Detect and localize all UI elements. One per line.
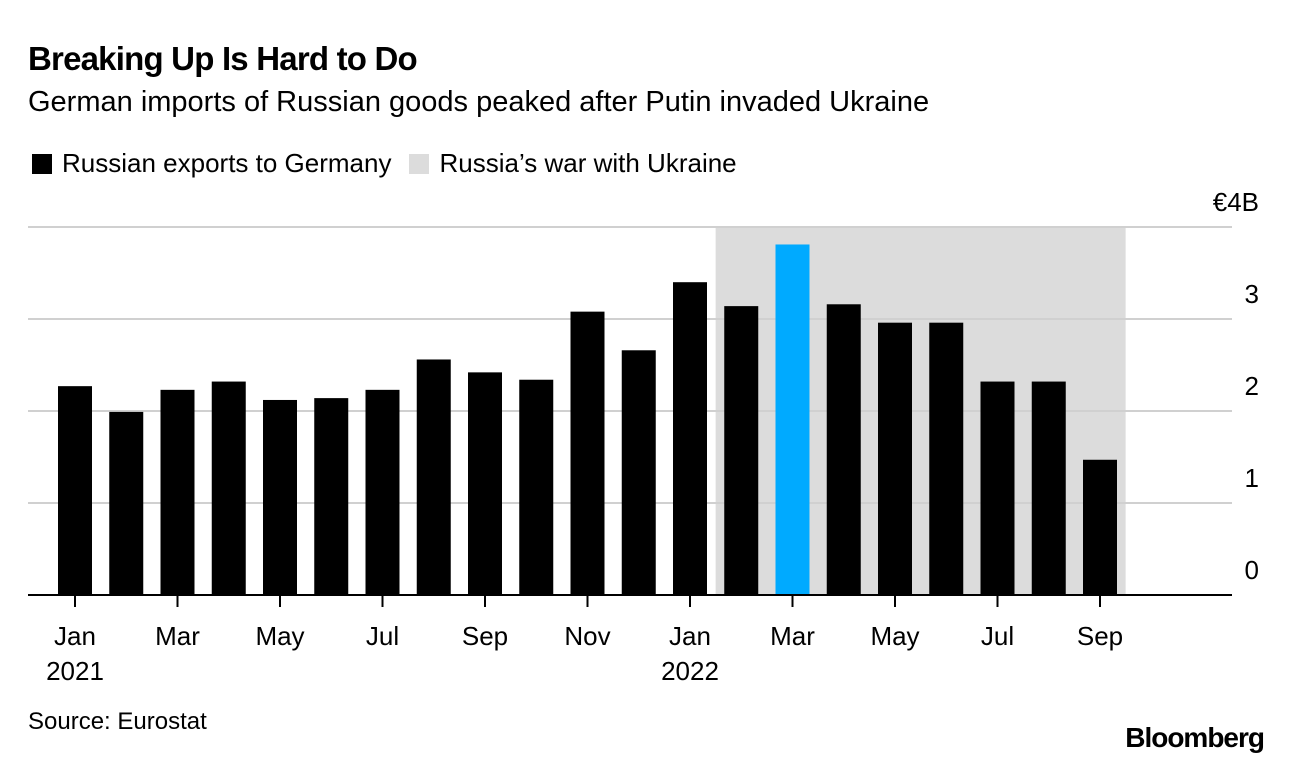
x-tick-label-10: Nov [564, 621, 610, 651]
source-note: Source: Eurostat [28, 708, 207, 735]
y-tick-label-1: 1 [1245, 463, 1259, 493]
legend-label-series: Russian exports to Germany [62, 148, 392, 178]
bar-may-2022 [878, 322, 912, 595]
bar-feb-2021 [109, 411, 144, 595]
x-tick-label-0: Jan [54, 621, 96, 651]
x-tick-label-16: May [870, 621, 919, 651]
x-tick-year-2022: 2022 [661, 656, 719, 686]
bar-aug-2022 [1031, 381, 1066, 595]
chart-title: Breaking Up Is Hard to Do [28, 40, 418, 77]
bar-jan-2021 [58, 386, 92, 595]
legend-swatch-series [32, 153, 52, 174]
legend-item-series: Russian exports to Germany [32, 148, 391, 179]
bar-jun-2022 [929, 322, 964, 595]
bar-sep-2022 [1083, 459, 1117, 595]
bar-jun-2021 [314, 398, 349, 595]
bar-nov-2021 [570, 311, 605, 595]
y-tick-label-0: 0 [1245, 555, 1259, 585]
bar-feb-2022 [724, 306, 759, 595]
x-tick-label-6: Jul [366, 621, 399, 651]
bar-apr-2022 [826, 304, 861, 595]
bloomberg-logo: Bloomberg [1125, 722, 1265, 753]
y-tick-label-2: 2 [1245, 371, 1259, 401]
legend-item-shade: Russia’s war with Ukraine [409, 148, 737, 179]
x-tick-label-14: Mar [770, 621, 815, 651]
bar-jul-2021 [365, 389, 400, 595]
y-tick-label-4: €4B [1213, 187, 1259, 217]
x-tick-year-2021: 2021 [46, 656, 104, 686]
bar-sep-2021 [468, 372, 502, 595]
bar-aug-2021 [416, 359, 451, 595]
x-tick-label-4: May [255, 621, 304, 651]
legend-label-shade: Russia’s war with Ukraine [439, 148, 737, 178]
legend-swatch-shade [409, 153, 430, 174]
bar-mar-2021 [160, 389, 195, 595]
bar-mar-2022 [775, 244, 810, 596]
x-tick-label-8: Sep [462, 621, 508, 651]
bar-jul-2022 [980, 381, 1015, 595]
legend: Russian exports to Germany Russia’s war … [32, 148, 755, 179]
x-tick-label-12: Jan [669, 621, 711, 651]
bar-apr-2021 [211, 381, 246, 595]
bar-oct-2021 [519, 379, 554, 595]
x-tick-label-2: Mar [155, 621, 200, 651]
bar-jan-2022 [673, 282, 707, 595]
x-tick-label-20: Sep [1077, 621, 1123, 651]
y-tick-label-3: 3 [1245, 279, 1259, 309]
chart-subtitle: German imports of Russian goods peaked a… [28, 86, 930, 118]
x-tick-label-18: Jul [981, 621, 1014, 651]
bar-dec-2021 [621, 350, 656, 595]
bar-may-2021 [263, 399, 297, 595]
